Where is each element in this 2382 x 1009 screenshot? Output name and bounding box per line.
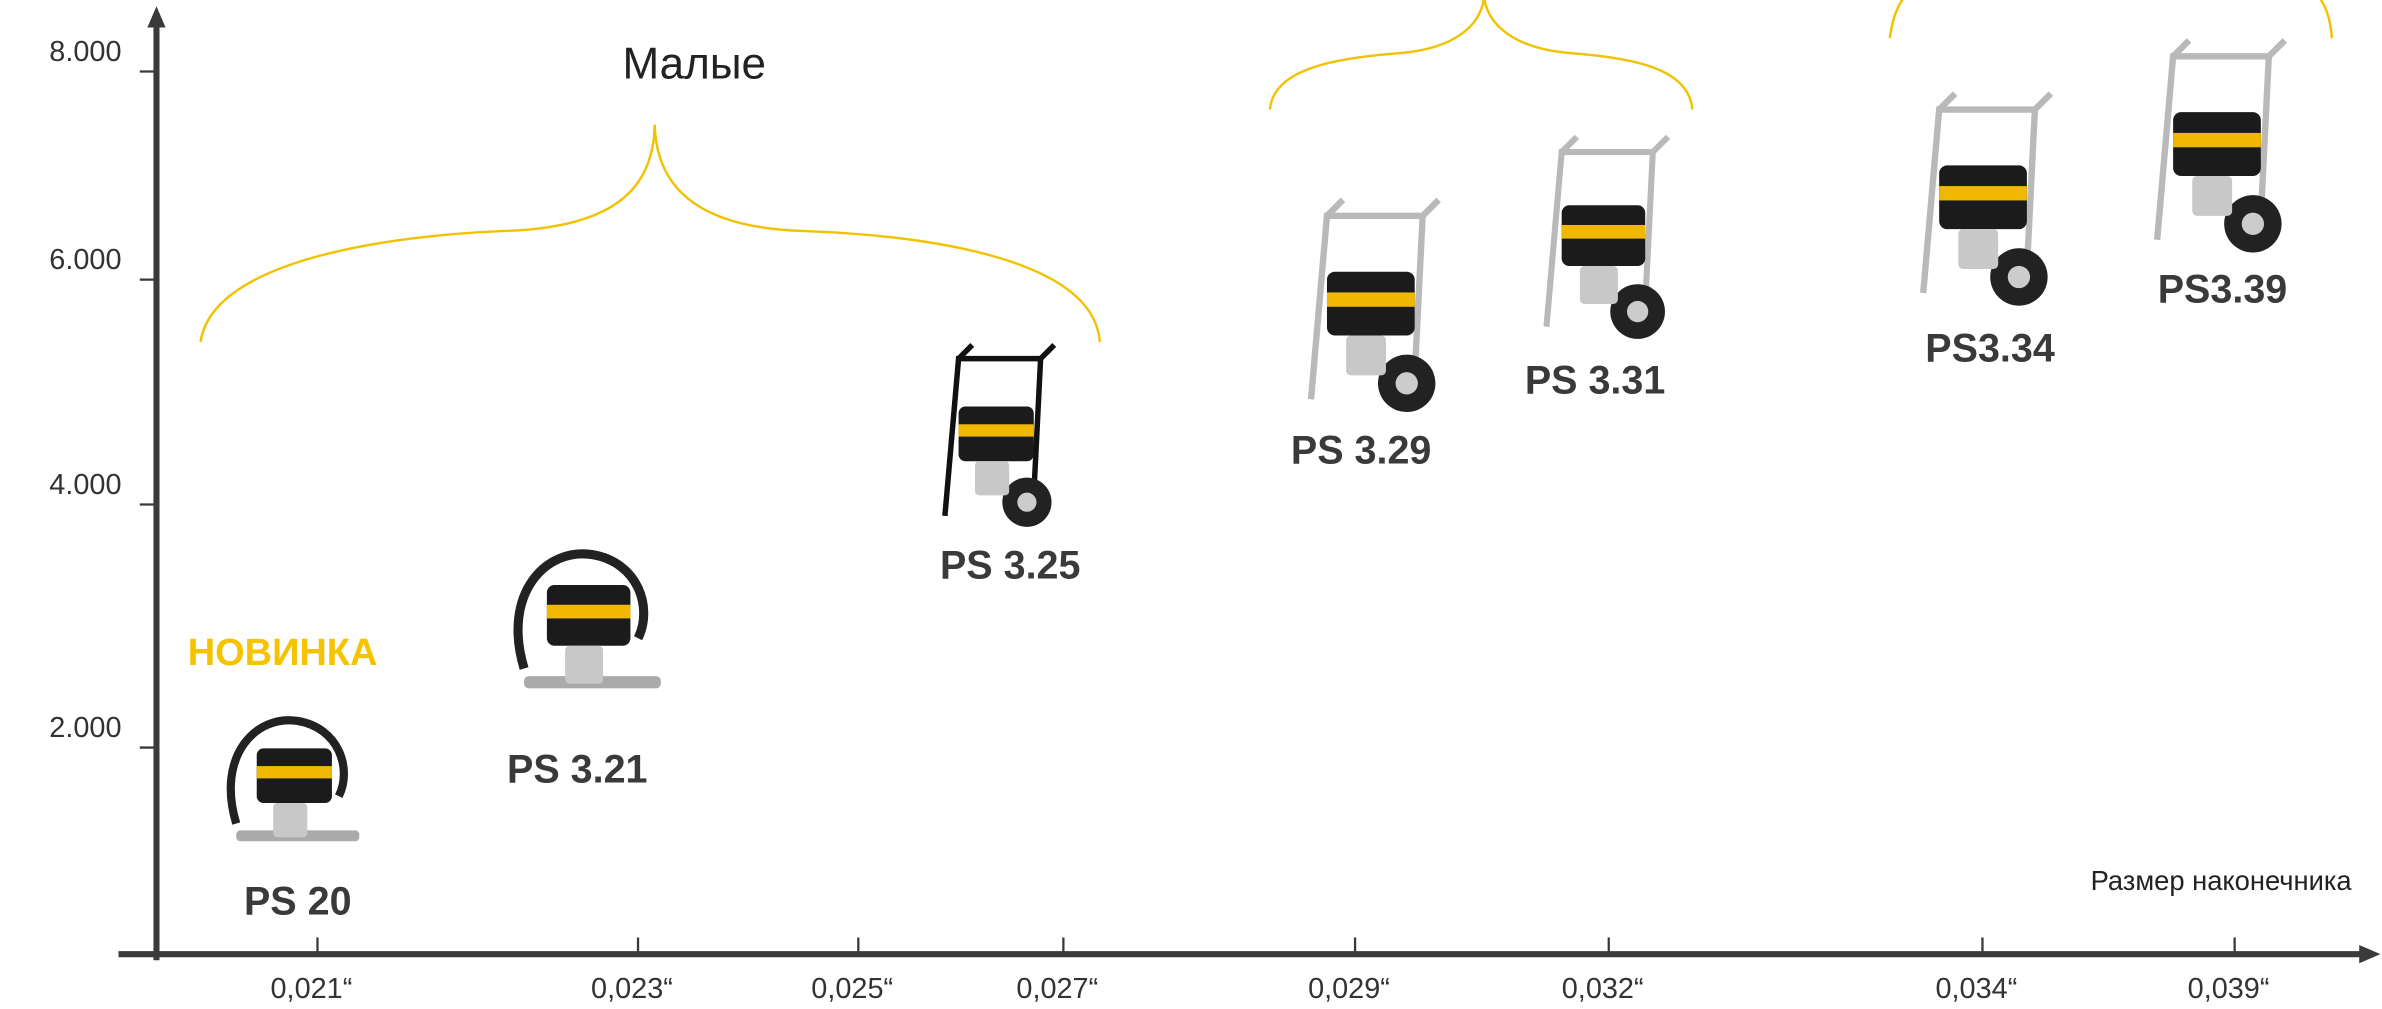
hub: [1396, 372, 1418, 394]
pump: [1958, 229, 1998, 269]
y-tick-label: 6.000: [49, 244, 121, 276]
product-label: PS 20: [244, 879, 352, 923]
x-tick-label: 0,021“: [271, 973, 353, 1005]
stripe: [1562, 225, 1646, 239]
product-image: [518, 554, 661, 689]
x-tick-label: 0,025“: [811, 973, 893, 1005]
y-arrow: [147, 6, 165, 27]
hub: [1627, 301, 1648, 322]
product-label: PS3.39: [2158, 267, 2288, 311]
pump: [565, 646, 603, 684]
x-tick-label: 0,039“: [2188, 973, 2270, 1005]
stripe: [547, 605, 631, 619]
x-tick-label: 0,027“: [1016, 973, 1098, 1005]
pump: [1580, 266, 1618, 304]
axes: [118, 6, 2380, 963]
stripe: [1939, 186, 2027, 200]
product-image: [2157, 40, 2285, 252]
x-tick-label: 0,034“: [1935, 973, 2017, 1005]
pump: [2192, 176, 2232, 216]
y-tick-label: 8.000: [49, 36, 121, 68]
hub: [1017, 493, 1036, 512]
stripe: [257, 766, 332, 778]
product-label: PS 3.21: [507, 747, 648, 791]
product-label: PS3.34: [1925, 327, 2055, 371]
product-label: PS 3.25: [940, 544, 1081, 588]
stripe: [1327, 292, 1415, 306]
pump: [975, 461, 1009, 495]
product-image: [945, 345, 1054, 527]
y-tick-label: 4.000: [49, 469, 121, 501]
badge: НОВИНКА: [188, 632, 378, 674]
product-label: PS 3.29: [1291, 428, 1432, 472]
product-label: PS 3.31: [1525, 358, 1665, 402]
brace: [1270, 0, 1692, 110]
x-axis-title: Размер наконечника: [2091, 865, 2353, 896]
x-tick-label: 0,032“: [1562, 973, 1644, 1005]
hub: [2008, 266, 2030, 288]
brace: [201, 125, 1100, 342]
pump: [1346, 335, 1386, 375]
pump: [273, 803, 307, 837]
x-tick-label: 0,023“: [591, 973, 673, 1005]
stripe: [2173, 133, 2261, 147]
x-tick-label: 0,029“: [1308, 973, 1390, 1005]
y-tick-label: 2.000: [49, 712, 121, 744]
group-label: Малые: [622, 40, 766, 89]
product-image: [1546, 137, 1668, 339]
stripe: [959, 424, 1034, 436]
product-image: [231, 720, 360, 841]
hub: [2242, 213, 2264, 235]
brace: [1890, 0, 2332, 38]
x-arrow: [2359, 945, 2380, 963]
chart: Малые НОВИНКА Размер наконечника 8.000 6.…: [0, 0, 2382, 1009]
product-image: [1311, 200, 1439, 412]
product-image: [1923, 94, 2051, 306]
